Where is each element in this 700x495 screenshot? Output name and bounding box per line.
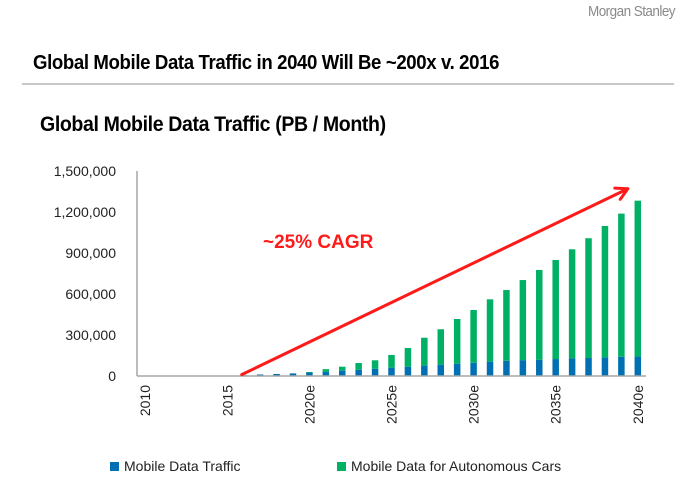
bar-mobile-data-traffic [470, 362, 477, 376]
bar-mobile-data-traffic [519, 360, 527, 376]
bar-autonomous-cars [536, 269, 543, 360]
bar-autonomous-cars [355, 363, 362, 370]
bar-autonomous-cars [634, 200, 642, 357]
bar-autonomous-cars [421, 337, 428, 366]
bar-mobile-data-traffic [536, 359, 543, 376]
legend-swatch-autonomous-cars [337, 461, 346, 471]
y-axis-ticks: 0 300,000 600,000 900,000 1,200,000 1,500,000 [54, 163, 117, 384]
y-tick-label: 1,200,000 [54, 204, 116, 220]
y-tick-label: 1,500,000 [54, 163, 116, 179]
bar-mobile-data-traffic [634, 356, 642, 376]
x-tick-label: 2015 [219, 385, 235, 416]
x-axis-ticks: 2010 2015 2020e 2025e 2030e 2035e 2040e [137, 385, 646, 424]
cagr-arrow-head-icon [613, 186, 630, 201]
bar-autonomous-cars [404, 347, 412, 367]
bar-mobile-data-traffic [338, 370, 346, 376]
bar-mobile-data-traffic [256, 374, 264, 376]
bar-mobile-data-traffic [388, 367, 395, 376]
bar-mobile-data-traffic [289, 373, 297, 376]
bar-mobile-data-traffic [552, 359, 559, 376]
bar-autonomous-cars [437, 329, 445, 365]
bar-mobile-data-traffic [371, 368, 379, 376]
bar-mobile-data-traffic [437, 364, 445, 376]
bar-mobile-data-traffic [601, 357, 609, 376]
bar-mobile-data-traffic [322, 371, 330, 376]
y-tick-label: 300,000 [65, 327, 116, 343]
bar-mobile-data-traffic [404, 366, 412, 376]
bar-autonomous-cars [552, 259, 559, 360]
bar-autonomous-cars [306, 372, 313, 373]
bar-autonomous-cars [371, 360, 379, 369]
bar-autonomous-cars [486, 299, 494, 362]
y-tick-label: 600,000 [65, 286, 116, 302]
bar-autonomous-cars [618, 213, 625, 357]
x-tick-label: 2020e [301, 385, 317, 424]
legend-label-autonomous-cars: Mobile Data for Autonomous Cars [351, 458, 562, 474]
bar-autonomous-cars [338, 366, 346, 371]
legend-swatch-mobile-data-traffic [110, 461, 119, 471]
bar-autonomous-cars [322, 369, 330, 372]
legend-item-autonomous-cars: Mobile Data for Autonomous Cars [337, 458, 561, 474]
x-tick-label: 2010 [137, 385, 153, 416]
bar-mobile-data-traffic [306, 372, 313, 376]
bar-autonomous-cars [470, 309, 477, 363]
bar-mobile-data-traffic [453, 363, 461, 376]
bar-autonomous-cars [519, 280, 527, 361]
bar-mobile-data-traffic [421, 365, 428, 376]
cagr-arrow-line [240, 187, 630, 377]
cagr-label: ~25% CAGR [263, 232, 374, 253]
bar-autonomous-cars [601, 225, 609, 358]
brand-logo: Morgan Stanley [588, 3, 676, 20]
bar-mobile-data-traffic [503, 360, 510, 376]
bar-autonomous-cars [453, 319, 461, 364]
y-tick-label: 0 [108, 368, 116, 384]
bar-autonomous-cars [585, 238, 592, 358]
page-headline: Global Mobile Data Traffic in 2040 Will … [33, 52, 500, 74]
bar-autonomous-cars [388, 354, 395, 368]
bar-autonomous-cars [503, 290, 510, 361]
x-tick-label: 2030e [466, 385, 482, 424]
cagr-annotation: ~25% CAGR [240, 186, 630, 377]
bar-autonomous-cars [568, 249, 576, 359]
y-tick-label: 900,000 [65, 245, 116, 261]
x-tick-label: 2040e [630, 385, 646, 424]
bar-mobile-data-traffic [273, 373, 280, 376]
legend-item-mobile-data-traffic: Mobile Data Traffic [110, 458, 240, 474]
x-tick-label: 2035e [548, 385, 564, 424]
bar-mobile-data-traffic [568, 358, 576, 376]
legend-label-mobile-data-traffic: Mobile Data Traffic [124, 458, 241, 474]
chart-title: Global Mobile Data Traffic (PB / Month) [40, 113, 386, 136]
bar-mobile-data-traffic [618, 356, 625, 376]
bar-mobile-data-traffic [355, 369, 362, 376]
x-tick-label: 2025e [384, 385, 400, 424]
bar-mobile-data-traffic [585, 357, 592, 376]
bars [240, 200, 642, 376]
bar-mobile-data-traffic [486, 361, 494, 376]
headline-divider [22, 83, 674, 85]
